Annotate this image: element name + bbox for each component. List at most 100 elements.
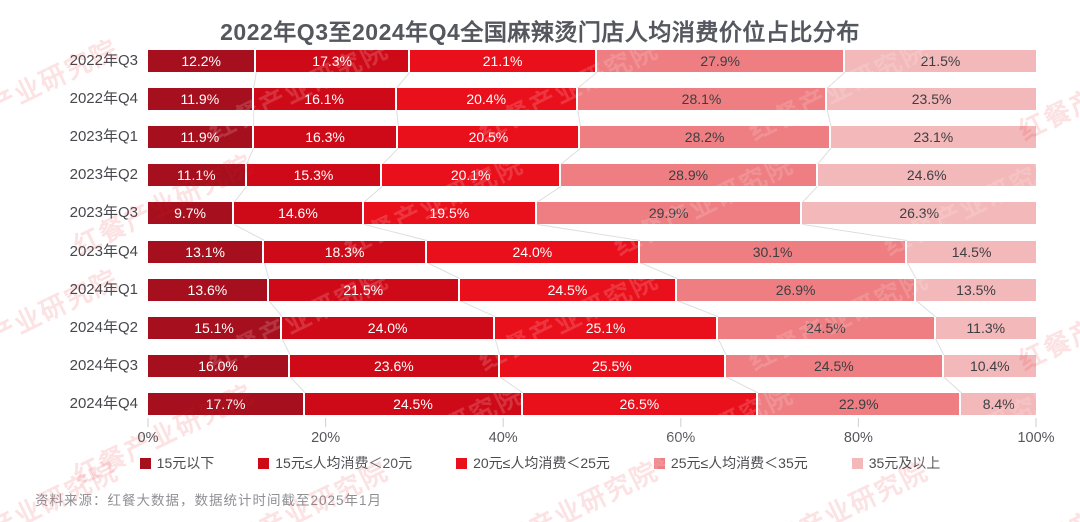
bar-segment: 24.5% — [305, 392, 523, 415]
bar-segment: 24.0% — [282, 316, 496, 339]
segment-value: 12.2% — [181, 53, 222, 69]
legend-label: 15元≤人均消费＜20元 — [275, 455, 413, 471]
connector-line — [459, 300, 496, 318]
bar-segment: 15.3% — [246, 164, 383, 187]
bar-segment: 15.1% — [148, 316, 283, 339]
category-label: 2024年Q2 — [69, 318, 138, 336]
connector-line — [426, 262, 460, 280]
connector-line — [577, 71, 598, 89]
x-axis-tick-label: 20% — [311, 430, 341, 446]
bar-segment: 28.2% — [580, 126, 831, 149]
bar-segment: 24.5% — [726, 354, 944, 377]
segment-value: 23.1% — [913, 129, 954, 146]
bar-segment: 24.0% — [426, 240, 640, 263]
segment-value: 30.1% — [752, 243, 793, 260]
bar-row: 9.7% 14.6% 19.5% 29.9% 26.3% — [148, 202, 1036, 225]
source-note: 资料来源：红餐大数据，数据统计时间截至2025年1月 — [35, 493, 383, 508]
segment-value: 8.4% — [982, 395, 1015, 412]
connector-line — [396, 71, 411, 89]
legend-label: 25元≤人均消费＜35元 — [670, 455, 808, 471]
bar-segment: 26.5% — [522, 392, 759, 415]
legend-item: 15元≤人均消费＜20元 — [258, 453, 412, 473]
connector-line — [363, 185, 383, 203]
connector-line — [802, 223, 908, 241]
bar-row: 13.6% 21.5% 24.5% 26.9% 13.5% — [148, 278, 1036, 301]
bar-segment: 21.5% — [268, 278, 460, 301]
bar-row: 17.7% 24.5% 26.5% 22.9% 8.4% — [148, 392, 1036, 415]
segment-value: 14.6% — [278, 205, 318, 222]
segment-value: 17.3% — [312, 53, 352, 69]
x-axis-tick-label: 60% — [666, 430, 696, 446]
bar-segment: 30.1% — [639, 240, 908, 263]
segment-value: 25.1% — [585, 319, 626, 336]
category-label: 2023年Q1 — [69, 128, 138, 146]
bar-segment: 13.6% — [148, 278, 269, 301]
connector-line — [943, 376, 962, 394]
category-label: 2023年Q2 — [69, 166, 138, 184]
bar-segment: 16.0% — [148, 354, 291, 377]
bar-segment: 8.4% — [961, 392, 1036, 415]
legend-item: 15元以下 — [139, 453, 214, 473]
bar-segment: 16.3% — [253, 126, 399, 149]
bar-segment: 9.7% — [148, 202, 235, 225]
bar-segment: 20.1% — [382, 164, 561, 187]
segment-value: 16.3% — [305, 129, 345, 146]
segment-value: 9.7% — [174, 205, 207, 222]
segment-value: 23.5% — [911, 91, 952, 108]
category-label: 2023年Q3 — [69, 204, 138, 222]
connector-line — [817, 147, 832, 165]
segment-value: 24.0% — [512, 243, 553, 260]
segment-value: 19.5% — [429, 205, 470, 222]
connector-line — [281, 338, 291, 356]
bar-segment: 11.9% — [148, 88, 254, 111]
segment-value: 26.5% — [619, 395, 660, 412]
segment-value: 24.5% — [547, 281, 588, 298]
bar-segment: 20.4% — [396, 88, 578, 111]
segment-value: 24.6% — [906, 167, 947, 184]
bar-row: 11.1% 15.3% 20.1% 28.9% 24.6% — [148, 164, 1036, 187]
bar-segment: 21.1% — [409, 50, 598, 72]
legend-swatch — [456, 457, 468, 469]
bar-segment: 27.9% — [597, 50, 846, 72]
bar-row: 15.1% 24.0% 25.1% 24.5% 11.3% — [148, 316, 1036, 339]
legend-item: 20元≤人均消费＜25元 — [456, 453, 610, 473]
category-label: 2024年Q4 — [69, 394, 138, 412]
segment-value: 10.4% — [969, 357, 1010, 374]
bar-segment: 18.3% — [264, 240, 427, 263]
segment-value: 26.3% — [899, 205, 940, 222]
segment-value: 27.9% — [700, 53, 741, 69]
legend-label: 35元及以上 — [868, 455, 941, 471]
segment-value: 11.3% — [966, 319, 1006, 336]
category-label: 2024年Q1 — [69, 280, 138, 298]
bar-segment: 23.1% — [830, 126, 1036, 149]
bar-segment: 11.9% — [148, 126, 254, 149]
category-label: 2023年Q4 — [69, 242, 138, 260]
connector-line — [935, 338, 945, 356]
connector-line — [396, 110, 399, 127]
legend-label: 20元≤人均消费＜25元 — [473, 455, 610, 471]
connector-line — [915, 300, 936, 318]
connector-line — [253, 71, 257, 89]
bar-segment: 22.9% — [758, 392, 962, 415]
legend-item: 25元≤人均消费＜35元 — [653, 453, 808, 473]
segment-value: 11.9% — [180, 91, 220, 108]
bar-segment: 21.5% — [845, 50, 1036, 72]
segment-value: 21.5% — [343, 281, 384, 298]
legend-swatch — [139, 457, 151, 469]
connector-line — [289, 376, 306, 394]
x-axis-tick-label: 0% — [137, 430, 159, 446]
segment-value: 29.9% — [648, 205, 689, 222]
segment-value: 24.0% — [367, 319, 408, 336]
bar-segment: 29.9% — [536, 202, 803, 225]
segment-value: 20.4% — [466, 91, 507, 108]
connector-line — [233, 185, 247, 203]
connector-line — [725, 376, 759, 394]
bar-segment: 13.5% — [916, 278, 1036, 301]
category-label: 2024年Q3 — [69, 356, 138, 374]
segment-value: 11.1% — [176, 167, 216, 184]
segment-value: 28.9% — [668, 167, 709, 184]
segment-value: 26.9% — [775, 281, 816, 298]
